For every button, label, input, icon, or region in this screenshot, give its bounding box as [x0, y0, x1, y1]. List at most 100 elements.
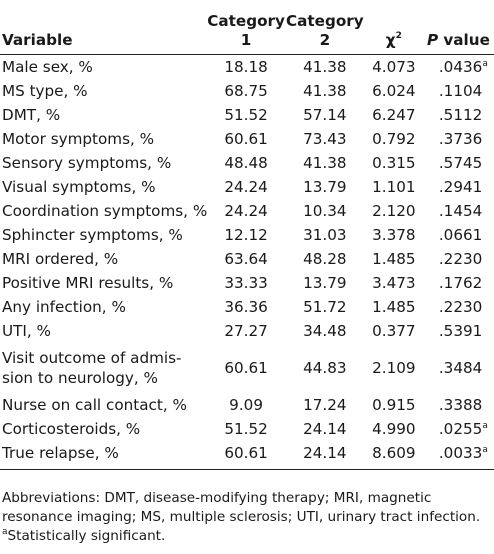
row-category-2: 41.38 [303, 58, 347, 76]
row-p-value: .2230 [438, 250, 483, 268]
row-variable: Corticosteroids, % [2, 420, 141, 438]
table-row: True relapse, % 60.61 24.14 8.609.0033a [0, 441, 494, 470]
significance-marker: a [482, 59, 488, 69]
significance-marker: a [482, 445, 488, 455]
row-chi-square: 0.915 [372, 396, 416, 414]
row-p-value: .5112 [438, 106, 483, 124]
row-chi-square: 2.109 [372, 359, 416, 377]
header-p-value: P value [422, 0, 494, 55]
table-footnotes: Abbreviations: DMT, disease-modifying th… [2, 489, 492, 546]
table-row: MS type, % 68.75 41.38 6.024 .1104 [0, 79, 494, 103]
row-category-1: 63.64 [224, 250, 268, 268]
row-category-2: 34.48 [303, 322, 347, 340]
abbreviations-note: Abbreviations: DMT, disease-modifying th… [2, 490, 481, 525]
header-category-2: Category 2 [284, 0, 365, 55]
row-p-value: .0033a [422, 441, 494, 470]
row-variable: Sphincter symptoms, % [2, 226, 183, 244]
row-category-1: 24.24 [224, 178, 268, 196]
row-category-1: 12.12 [224, 226, 268, 244]
table-row: Any infection, % 36.36 51.72 1.485 .2230 [0, 295, 494, 319]
row-category-2: 48.28 [303, 250, 347, 268]
row-category-1: 51.52 [224, 106, 268, 124]
row-category-2: 31.03 [303, 226, 347, 244]
row-p-value: .3388 [438, 396, 483, 414]
row-category-1: 18.18 [224, 58, 268, 76]
row-p-value: .5745 [438, 154, 483, 172]
row-chi-square: 3.473 [372, 274, 416, 292]
row-category-1: 48.48 [224, 154, 268, 172]
row-variable: UTI, % [2, 322, 51, 340]
row-category-1: 60.61 [224, 359, 268, 377]
table-row: Coordination symptoms, % 24.24 10.34 2.120.… [0, 199, 494, 223]
row-category-2: 57.14 [303, 106, 347, 124]
row-variable: Male sex, % [2, 58, 93, 76]
row-variable: DMT, % [2, 106, 61, 124]
row-variable: Sensory symptoms, % [2, 154, 172, 172]
table-row: Sensory symptoms, % 48.48 41.38 0.315 .5745 [0, 151, 494, 175]
row-category-1: 36.36 [224, 298, 268, 316]
row-variable: MS type, % [2, 82, 88, 100]
table-row: Sphincter symptoms, % 12.12 31.03 3.378 .066… [0, 223, 494, 247]
header-variable: Variable [0, 0, 208, 55]
row-p-value: .5391 [438, 322, 483, 340]
row-category-2: 13.79 [303, 274, 347, 292]
row-category-2: 41.38 [303, 154, 347, 172]
row-chi-square: 0.377 [372, 322, 416, 340]
row-variable: Visit outcome of admis-sion to neurology… [2, 349, 182, 387]
row-category-1: 27.27 [224, 322, 268, 340]
row-category-2: 10.34 [303, 202, 347, 220]
row-chi-square: 6.247 [372, 106, 416, 124]
table-row: Corticosteroids, % 51.52 24.14 4.990 .0255a [0, 417, 494, 441]
row-variable: MRI ordered, % [2, 250, 119, 268]
table-body: Male sex, % 18.18 41.38 4.073 .0436a MS type,… [0, 55, 494, 470]
row-category-1: 24.24 [224, 202, 268, 220]
row-chi-square: 3.378 [372, 226, 416, 244]
results-table: Variable Category 1 Category 2 χ2 P value … [0, 0, 494, 470]
row-p-value: .3484 [438, 359, 483, 377]
row-category-2: 24.14 [303, 420, 347, 438]
table-row: Male sex, % 18.18 41.38 4.073 .0436a [0, 55, 494, 80]
table-row: Nurse on call contact, % 9.09 17.24 0.915 .3… [0, 393, 494, 417]
row-chi-square: 0.315 [372, 154, 416, 172]
header-row: Variable Category 1 Category 2 χ2 P value [0, 0, 494, 55]
row-category-2: 13.79 [303, 178, 347, 196]
row-p-value: .0255a [438, 420, 488, 438]
table-row: UTI, % 27.27 34.48 0.377 .5391 [0, 319, 494, 343]
table-row: Positive MRI results, % 33.33 13.79 3.473 .1… [0, 271, 494, 295]
row-chi-square: 2.120 [372, 202, 416, 220]
row-chi-square: 8.609 [364, 441, 423, 470]
row-variable: Positive MRI results, % [2, 274, 174, 292]
header-chi-square: χ2 [364, 0, 423, 55]
row-category-2: 73.43 [303, 130, 347, 148]
table-row: Visual symptoms, % 24.24 13.79 1.101 .2941 [0, 175, 494, 199]
row-chi-square: 1.485 [372, 250, 416, 268]
row-category-2: 51.72 [303, 298, 347, 316]
significance-marker: a [482, 421, 488, 431]
row-variable: Nurse on call contact, % [2, 396, 187, 414]
row-variable: Visual symptoms, % [2, 178, 156, 196]
row-variable: True relapse, % [0, 441, 208, 470]
row-p-value: .0661 [438, 226, 483, 244]
row-chi-square: 1.485 [372, 298, 416, 316]
row-p-value: .1454 [438, 202, 483, 220]
row-chi-square: 1.101 [372, 178, 416, 196]
row-category-1: 60.61 [224, 130, 268, 148]
row-variable: Any infection, % [2, 298, 126, 316]
row-p-value: .1104 [438, 82, 483, 100]
significance-note: aStatistically significant. [2, 527, 166, 545]
row-chi-square: 6.024 [372, 82, 416, 100]
row-p-value: .0436a [438, 58, 488, 76]
row-category-2: 17.24 [303, 396, 347, 414]
row-category-2: 24.14 [284, 441, 365, 470]
table-row: Visit outcome of admis-sion to neurology… [0, 343, 494, 393]
row-p-value: .1762 [438, 274, 483, 292]
row-category-2: 41.38 [303, 82, 347, 100]
table-row: Motor symptoms, % 60.61 73.43 0.792 .3736 [0, 127, 494, 151]
row-category-1: 60.61 [207, 441, 285, 470]
row-category-1: 9.09 [229, 396, 263, 414]
row-category-1: 33.33 [224, 274, 268, 292]
row-variable: Motor symptoms, % [2, 130, 155, 148]
row-chi-square: 0.792 [372, 130, 416, 148]
table-row: MRI ordered, % 63.64 48.28 1.485 .2230 [0, 247, 494, 271]
